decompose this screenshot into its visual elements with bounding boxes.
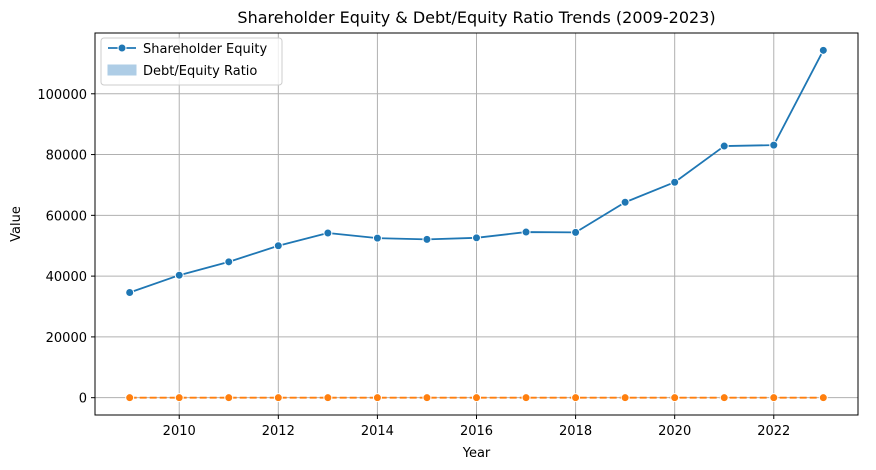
y-tick-label: 60000 bbox=[46, 209, 87, 224]
x-tick-label: 2018 bbox=[559, 424, 592, 439]
legend-label-shareholder-equity: Shareholder Equity bbox=[143, 42, 267, 57]
data-point-debt-equity-ratio bbox=[273, 393, 283, 403]
data-point-debt-equity-ratio bbox=[125, 393, 135, 403]
data-point-shareholder-equity bbox=[422, 234, 432, 244]
x-tick-label: 2012 bbox=[262, 424, 295, 439]
data-point-debt-equity-ratio bbox=[769, 393, 779, 403]
data-point-shareholder-equity bbox=[521, 227, 531, 237]
chart-title: Shareholder Equity & Debt/Equity Ratio T… bbox=[237, 8, 715, 27]
y-tick-label: 100000 bbox=[37, 88, 87, 103]
x-tick-label: 2016 bbox=[460, 424, 493, 439]
data-point-shareholder-equity bbox=[620, 197, 630, 207]
data-point-shareholder-equity bbox=[372, 233, 382, 243]
x-tick-label: 2022 bbox=[757, 424, 790, 439]
data-point-shareholder-equity bbox=[125, 288, 135, 298]
data-point-debt-equity-ratio bbox=[472, 393, 481, 403]
y-tick-label: 20000 bbox=[46, 331, 87, 346]
data-point-shareholder-equity bbox=[818, 45, 828, 55]
data-point-debt-equity-ratio bbox=[372, 393, 382, 403]
y-tick-label: 40000 bbox=[46, 270, 87, 285]
x-tick-label: 2014 bbox=[361, 424, 394, 439]
series-layer bbox=[125, 45, 828, 403]
legend-swatch-debt-equity-ratio bbox=[107, 64, 137, 76]
data-point-shareholder-equity bbox=[670, 177, 680, 187]
data-point-shareholder-equity bbox=[323, 228, 333, 238]
legend-box bbox=[100, 37, 283, 86]
data-point-debt-equity-ratio bbox=[422, 393, 432, 403]
data-point-debt-equity-ratio bbox=[719, 393, 729, 403]
data-point-debt-equity-ratio bbox=[571, 393, 581, 403]
data-point-debt-equity-ratio bbox=[224, 393, 234, 403]
data-point-debt-equity-ratio bbox=[620, 393, 630, 403]
data-point-debt-equity-ratio bbox=[670, 393, 680, 403]
x-axis-title: Year bbox=[462, 446, 491, 461]
y-axis-title: Value bbox=[9, 206, 24, 242]
x-tick-label: 2010 bbox=[163, 424, 196, 439]
data-point-debt-equity-ratio bbox=[521, 393, 531, 403]
y-tick-label: 0 bbox=[79, 392, 87, 407]
data-point-shareholder-equity bbox=[174, 270, 184, 280]
data-point-shareholder-equity bbox=[224, 257, 234, 267]
legend: Shareholder Equity Debt/Equity Ratio bbox=[100, 37, 283, 86]
legend-label-debt-equity-ratio: Debt/Equity Ratio bbox=[143, 64, 257, 79]
data-point-shareholder-equity bbox=[719, 141, 729, 151]
data-point-shareholder-equity bbox=[769, 140, 779, 150]
x-tick-label: 2020 bbox=[658, 424, 691, 439]
legend-marker-shareholder-equity bbox=[117, 43, 127, 53]
data-point-shareholder-equity bbox=[472, 233, 481, 243]
data-point-debt-equity-ratio bbox=[323, 393, 333, 403]
data-point-shareholder-equity bbox=[273, 241, 283, 251]
y-tick-label: 80000 bbox=[46, 149, 87, 164]
data-point-debt-equity-ratio bbox=[818, 393, 828, 403]
data-point-debt-equity-ratio bbox=[174, 393, 184, 403]
tick-layer: 2010 2012 2014 2016 2018 2020 2022 0 20000 40000 6… bbox=[37, 88, 790, 439]
data-point-shareholder-equity bbox=[571, 227, 581, 237]
